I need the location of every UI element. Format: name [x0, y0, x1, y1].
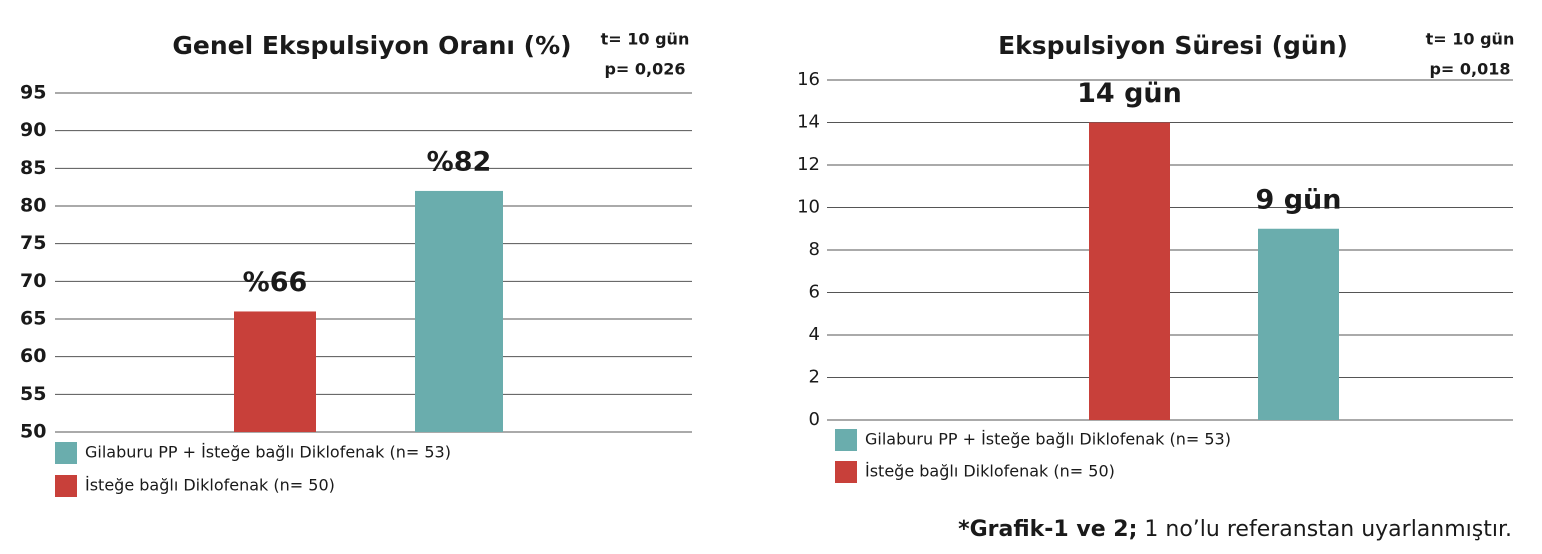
chart-title: Ekspulsiyon Süresi (gün) [998, 31, 1348, 60]
y-tick-label: 8 [809, 239, 820, 260]
footnote-bold: *Grafik-1 ve 2; [958, 517, 1137, 542]
legend-swatch [55, 442, 77, 464]
y-tick-label: 6 [809, 282, 820, 303]
bar [1089, 122, 1170, 420]
annotation: p= 0,018 [1429, 60, 1510, 79]
data-label: %66 [243, 267, 308, 298]
data-label: 14 gün [1077, 78, 1182, 109]
y-tick-label: 2 [809, 367, 820, 388]
legend-label: İsteğe bağlı Diklofenak (n= 50) [85, 476, 335, 495]
y-tick-label: 10 [797, 197, 820, 218]
y-tick-label: 85 [20, 157, 46, 179]
legend-label: Gilaburu PP + İsteğe bağlı Diklofenak (n… [85, 443, 451, 462]
y-tick-label: 95 [20, 82, 46, 104]
annotation: p= 0,026 [604, 60, 685, 79]
y-tick-label: 16 [797, 69, 820, 90]
y-tick-label: 80 [20, 195, 46, 217]
y-tick-label: 0 [809, 409, 820, 430]
bar [415, 190, 503, 432]
y-tick-label: 12 [797, 154, 820, 175]
y-tick-label: 14 [797, 112, 820, 133]
legend-swatch [835, 429, 857, 451]
bar [1258, 228, 1339, 420]
y-tick-label: 90 [20, 119, 46, 141]
legend-swatch [835, 461, 857, 483]
footnote: *Grafik-1 ve 2; 1 no’lu referanstan uyar… [958, 517, 1512, 542]
y-tick-label: 75 [20, 232, 46, 254]
y-tick-label: 60 [20, 345, 46, 367]
data-label: %82 [427, 146, 492, 177]
legend-swatch [55, 475, 77, 497]
y-tick-label: 55 [20, 383, 46, 405]
legend-label: Gilaburu PP + İsteğe bağlı Diklofenak (n… [865, 430, 1231, 449]
bar [234, 311, 316, 432]
data-label: 9 gün [1256, 184, 1342, 215]
annotation: t= 10 gün [601, 30, 690, 49]
y-tick-label: 50 [20, 421, 46, 443]
y-tick-label: 70 [20, 270, 46, 292]
y-tick-label: 65 [20, 308, 46, 330]
annotation: t= 10 gün [1426, 30, 1515, 49]
chart-title: Genel Ekspulsiyon Oranı (%) [172, 31, 571, 60]
legend-label: İsteğe bağlı Diklofenak (n= 50) [865, 462, 1115, 481]
footnote-text: 1 no’lu referanstan uyarlanmıştır. [1137, 517, 1512, 542]
y-tick-label: 4 [809, 324, 820, 345]
